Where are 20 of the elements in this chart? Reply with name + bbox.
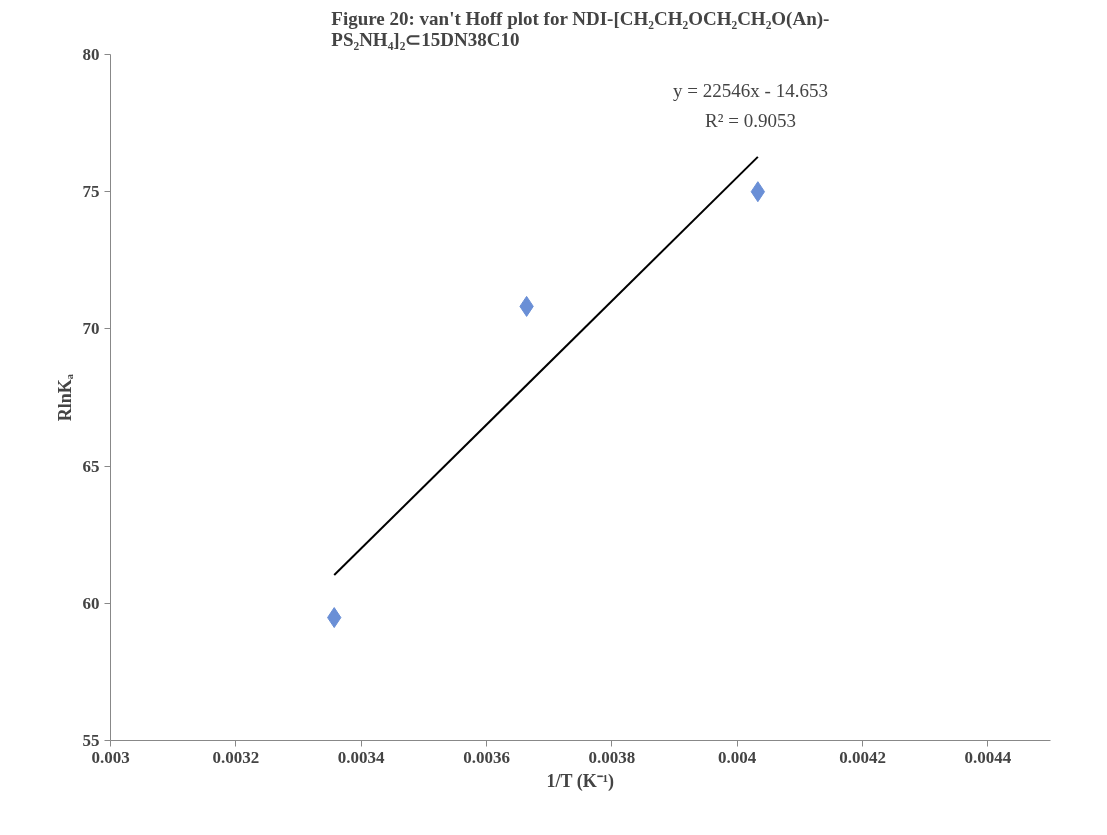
x-tick-label: 0.004 xyxy=(718,747,757,767)
x-tick-label: 0.0038 xyxy=(588,747,636,767)
x-tick-label: 0.0036 xyxy=(463,747,510,767)
x-axis-title: 1/T (K⁻¹) xyxy=(546,770,615,792)
x-tick-label: 0.003 xyxy=(91,747,130,767)
y-tick-label: 65 xyxy=(82,456,100,476)
y-tick-label: 80 xyxy=(82,45,100,64)
x-tick-label: 0.0044 xyxy=(964,747,1012,767)
x-tick-label: 0.0032 xyxy=(212,747,260,767)
x-tick-label: 0.0034 xyxy=(337,747,386,767)
y-axis-title: RlnKₐ xyxy=(54,373,75,422)
annotation: y = 22546x - 14.653 xyxy=(673,79,828,101)
annotation: R² = 0.9053 xyxy=(705,109,796,131)
point xyxy=(750,181,766,203)
x-tick-label: 0.0042 xyxy=(839,747,886,767)
y-tick-label: 60 xyxy=(82,593,100,613)
y-tick-label: 75 xyxy=(82,182,100,202)
y-tick-label: 55 xyxy=(82,731,100,750)
chart-title: Figure 20: van't Hoff plot for NDI-[CH₂CH₂OCH₂CH₂O(An)- PS₂NH₄]₂⊂15DN38C10 xyxy=(331,7,830,50)
y-tick-label: 70 xyxy=(82,319,100,339)
